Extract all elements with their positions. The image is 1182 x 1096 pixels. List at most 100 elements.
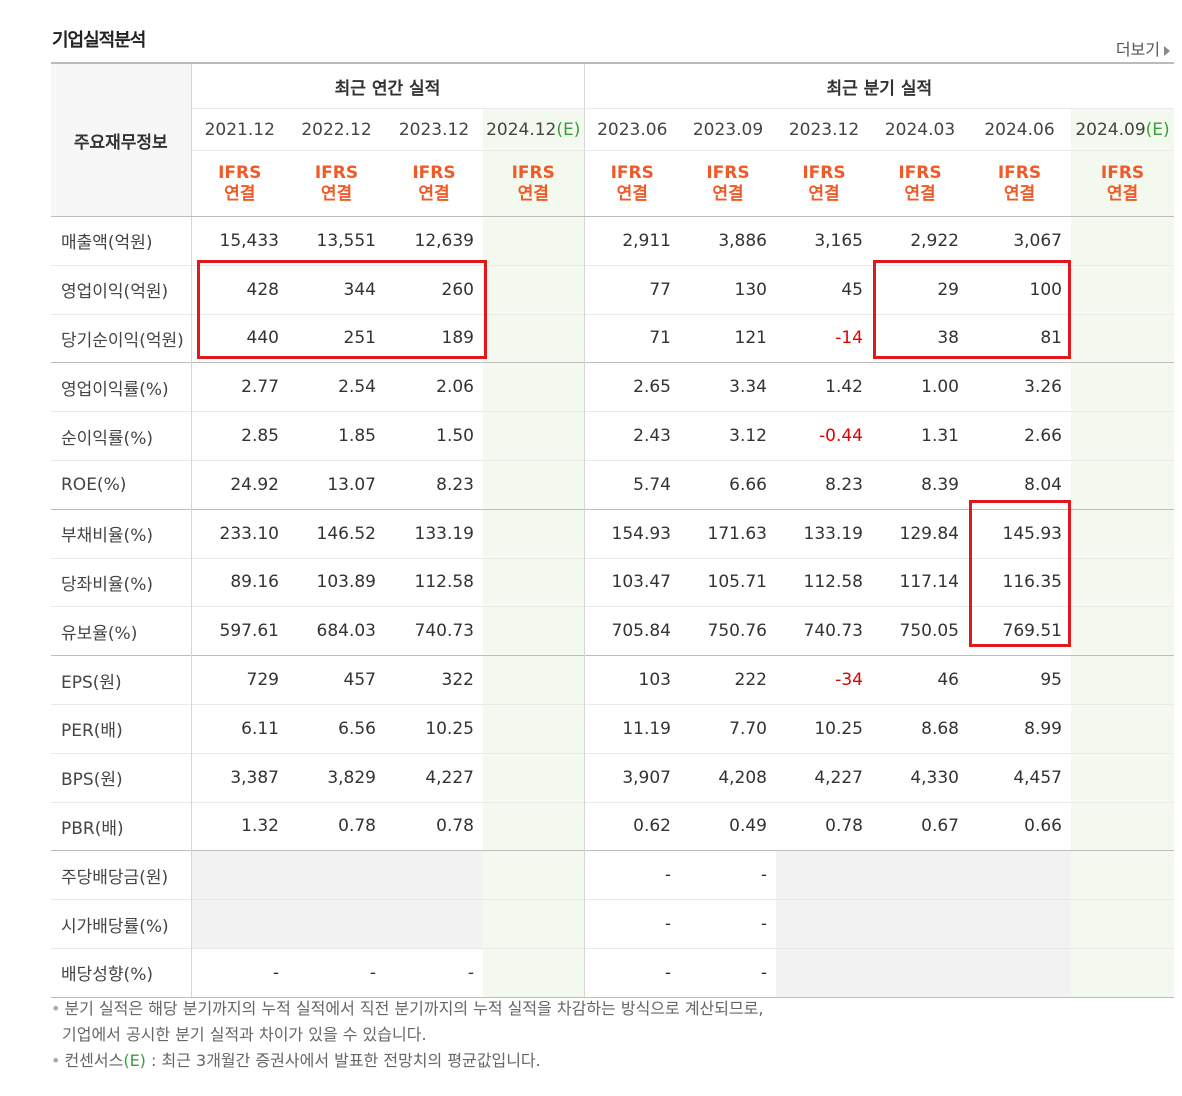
table-cell: 2.43	[584, 411, 680, 461]
table-cell	[1071, 899, 1175, 949]
more-label: 더보기	[1115, 40, 1160, 59]
table-row: 당좌비율(%) 89.16 103.89 112.58 103.47 105.71 112.…	[51, 557, 1175, 607]
table-cell: 2.54	[288, 362, 385, 412]
table-cell: 15,433	[191, 216, 288, 266]
table-cell: 117.14	[872, 557, 968, 607]
table-cell	[1071, 216, 1175, 266]
table-cell: 29	[872, 264, 968, 315]
table-cell: 130	[680, 264, 776, 315]
table-cell: 103.89	[288, 557, 385, 607]
table-cell: 8.68	[872, 703, 968, 754]
table-cell	[1071, 508, 1175, 559]
table-cell: 1.31	[872, 411, 968, 461]
table-cell	[483, 752, 585, 803]
table-cell: 344	[288, 264, 385, 315]
table-cell: -0.44	[776, 411, 872, 461]
table-cell: 428	[191, 264, 288, 315]
table-cell: 2,922	[872, 216, 968, 266]
table-cell: 100	[968, 264, 1071, 315]
table-cell: 2.65	[584, 362, 680, 412]
table-cell: 0.78	[776, 801, 872, 851]
table-cell: 2.06	[385, 362, 483, 412]
ifrs-label-8: IFRS 연결	[968, 150, 1071, 217]
table-cell: 112.58	[385, 557, 483, 607]
table-cell: 103.47	[584, 557, 680, 607]
table-cell	[1071, 947, 1175, 998]
table-cell	[872, 899, 968, 949]
more-link[interactable]: 더보기	[1116, 36, 1170, 60]
period-header-6: 2023.12	[776, 108, 872, 151]
table-cell	[483, 801, 585, 851]
chevron-right-icon	[1164, 45, 1170, 56]
table-cell: 4,330	[872, 752, 968, 803]
table-cell	[872, 947, 968, 998]
table-cell	[483, 899, 585, 949]
table-cell: -	[680, 850, 776, 900]
annual-group-header: 최근 연간 실적	[191, 62, 585, 109]
highlight-quarter-profit	[873, 260, 1071, 359]
table-cell: 8.23	[385, 459, 483, 510]
table-cell: 10.25	[385, 703, 483, 754]
ifrs-label-4: IFRS 연결	[584, 150, 680, 217]
table-cell: -	[680, 947, 776, 998]
table-cell: 3,907	[584, 752, 680, 803]
table-cell: 13,551	[288, 216, 385, 266]
table-cell	[1071, 850, 1175, 900]
highlight-annual-profit	[197, 260, 487, 359]
table-cell: 0.49	[680, 801, 776, 851]
table-cell: -	[584, 850, 680, 900]
table-cell: 3.12	[680, 411, 776, 461]
table-cell: 10.25	[776, 703, 872, 754]
table-row: 영업이익(억원) 428 344 260 77 130 45 29 100	[51, 264, 1175, 315]
table-cell	[968, 899, 1071, 949]
table-cell: 3,829	[288, 752, 385, 803]
table-cell: 4,208	[680, 752, 776, 803]
period-header-5: 2023.09	[680, 108, 776, 151]
period-header-9: 2024.09(E)	[1071, 108, 1175, 151]
row-label: 당기순이익(억원)	[51, 313, 192, 363]
table-cell: 6.11	[191, 703, 288, 754]
table-cell: 740.73	[385, 606, 483, 656]
table-cell: 1.32	[191, 801, 288, 851]
table-cell: 1.85	[288, 411, 385, 461]
table-cell	[483, 850, 585, 900]
row-label: 영업이익률(%)	[51, 362, 192, 412]
row-label: 당좌비율(%)	[51, 557, 192, 607]
table-cell	[1071, 459, 1175, 510]
table-cell: 3,387	[191, 752, 288, 803]
table-cell	[288, 899, 385, 949]
table-cell: 145.93	[968, 508, 1071, 559]
table-cell	[1071, 362, 1175, 412]
table-cell	[483, 703, 585, 754]
table-cell	[968, 850, 1071, 900]
table-cell	[483, 655, 585, 705]
table-cell: 705.84	[584, 606, 680, 656]
table-cell	[1071, 801, 1175, 851]
table-cell: 3,067	[968, 216, 1071, 266]
table-row: 순이익률(%) 2.85 1.85 1.50 2.43 3.12 -0.44 1.31 2.66	[51, 411, 1175, 461]
table-cell: 4,227	[385, 752, 483, 803]
table-row: 영업이익률(%) 2.77 2.54 2.06 2.65 3.34 1.42 1.00 3.26	[51, 362, 1175, 412]
row-label: 매출액(억원)	[51, 216, 192, 266]
ifrs-label-9: IFRS 연결	[1071, 150, 1175, 217]
table-cell: 1.50	[385, 411, 483, 461]
row-header-title: 주요재무정보	[51, 62, 192, 217]
table-cell: 11.19	[584, 703, 680, 754]
table-cell: 251	[288, 313, 385, 363]
table-cell	[483, 264, 585, 315]
row-label: ROE(%)	[51, 459, 192, 510]
table-cell: 222	[680, 655, 776, 705]
table-cell: 2.66	[968, 411, 1071, 461]
table-cell: 77	[584, 264, 680, 315]
note-3: • 컨센서스(E) : 최근 3개월간 증권사에서 발표한 전망치의 평균값입니다…	[51, 1051, 541, 1070]
table-cell: 12,639	[385, 216, 483, 266]
table-cell: 750.76	[680, 606, 776, 656]
table-cell	[483, 459, 585, 510]
table-cell: 750.05	[872, 606, 968, 656]
table-cell	[776, 947, 872, 998]
table-cell	[1071, 313, 1175, 363]
row-label: 영업이익(억원)	[51, 264, 192, 315]
row-label: EPS(원)	[51, 655, 192, 705]
table-cell: 95	[968, 655, 1071, 705]
table-cell: 3,165	[776, 216, 872, 266]
